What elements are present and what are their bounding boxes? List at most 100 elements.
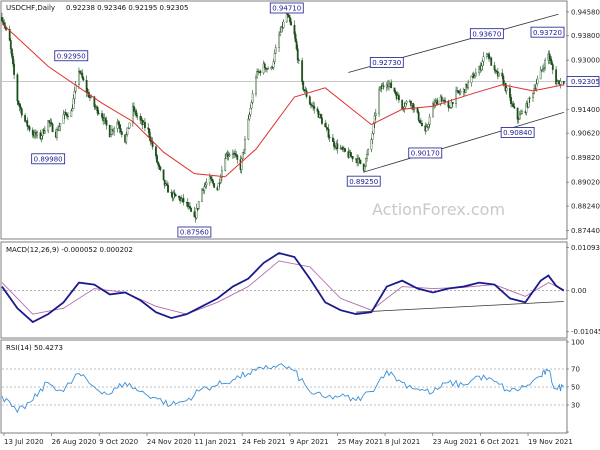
candle: [502, 73, 505, 87]
y-tick-label: 0.89020: [571, 179, 600, 187]
candle-body: [510, 97, 512, 105]
candle: [125, 131, 128, 145]
candle-body: [501, 72, 504, 77]
candle-body: [242, 149, 245, 153]
candle: [248, 112, 251, 121]
candle-body: [436, 100, 439, 105]
candle-body: [363, 165, 366, 171]
x-axis: 13 Jul 2020 26 Aug 2020 9 Oct 2020 24 Nov 2…: [3, 433, 573, 446]
candle: [259, 69, 262, 76]
candle-body: [2, 20, 4, 23]
candle: [296, 44, 299, 64]
candle-body: [388, 83, 390, 87]
candle-body: [226, 153, 229, 157]
price-y-axis: 0.94580 0.93800 0.93000 0.92305 0.91400 0.906…: [566, 8, 600, 235]
candle-body: [235, 154, 238, 156]
candle-body: [310, 104, 312, 106]
candle: [278, 31, 280, 53]
candle-body: [208, 176, 211, 184]
last-price-label: 0.92305: [571, 78, 600, 86]
candle: [1, 12, 3, 23]
candle: [104, 117, 107, 124]
candle: [13, 59, 15, 80]
price-label: 0.90840: [500, 127, 535, 138]
candle-body: [412, 103, 415, 110]
candle: [517, 117, 520, 124]
candle-body: [490, 57, 493, 66]
candle-body: [449, 107, 452, 109]
candle: [201, 187, 203, 202]
candle-body: [550, 60, 553, 65]
candle-body: [133, 106, 135, 112]
candle-body: [512, 103, 515, 107]
candle-body: [428, 116, 431, 125]
candle: [534, 84, 537, 91]
candle-body: [336, 143, 339, 150]
candle: [274, 44, 277, 54]
candle-body: [255, 77, 257, 95]
candle: [67, 112, 69, 121]
candle: [510, 93, 512, 108]
candle-body: [111, 129, 113, 135]
candle-body: [498, 72, 500, 77]
candle-body: [544, 59, 547, 69]
candle: [59, 123, 62, 132]
candle: [263, 61, 266, 69]
candle-body: [155, 146, 157, 156]
price-label-box: [369, 57, 404, 68]
candle-body: [473, 75, 476, 79]
candle: [555, 65, 558, 86]
candle: [373, 112, 376, 129]
candle: [428, 113, 431, 129]
candle-body: [173, 192, 176, 195]
candle-body: [31, 129, 34, 136]
candle: [40, 133, 43, 143]
macd-trendline: [355, 301, 564, 313]
candle-body: [12, 56, 14, 65]
candle-body: [351, 156, 354, 160]
candle: [436, 97, 439, 105]
candle-body: [67, 115, 69, 117]
candle: [105, 116, 108, 130]
candle-body: [249, 107, 252, 115]
candle-body: [117, 121, 120, 126]
candle: [197, 201, 200, 211]
candle: [301, 57, 304, 85]
price-annotations: 0.89980 0.92950 0.87560 0.94710 0.92730 0.892…: [31, 2, 565, 238]
candle-body: [18, 104, 21, 107]
channel-lower-line: [363, 111, 564, 173]
macd-title: MACD(12,26,9) -0.000052 0.000202: [6, 246, 133, 254]
candle: [108, 124, 111, 138]
candle: [26, 117, 29, 131]
candle: [470, 76, 473, 87]
candle: [167, 181, 169, 193]
candle-body: [349, 152, 352, 157]
candle-body: [116, 121, 119, 129]
candle: [16, 72, 19, 106]
candle: [474, 68, 477, 77]
macd-y-axis: 0.010935 0.00 -0.010459: [566, 244, 600, 336]
candle-body: [288, 15, 290, 18]
candle-body: [158, 164, 161, 167]
price-label: 0.89250: [346, 175, 381, 187]
candle: [504, 82, 507, 93]
x-tick-label: 9 Apr 2021: [290, 438, 329, 446]
candle: [189, 201, 191, 210]
candle: [195, 203, 198, 220]
candle-body: [240, 158, 243, 170]
candle-body: [263, 63, 266, 69]
candle: [417, 110, 420, 122]
candle: [440, 94, 443, 102]
candle-body: [325, 126, 328, 128]
price-label: 0.93720: [530, 26, 565, 38]
candle: [117, 120, 120, 126]
candle: [319, 113, 322, 120]
candle-body: [217, 183, 220, 191]
candle: [173, 189, 176, 199]
candle-body: [374, 113, 377, 116]
macd-lines: [1, 252, 566, 324]
candle: [388, 79, 390, 91]
candle: [518, 110, 521, 120]
